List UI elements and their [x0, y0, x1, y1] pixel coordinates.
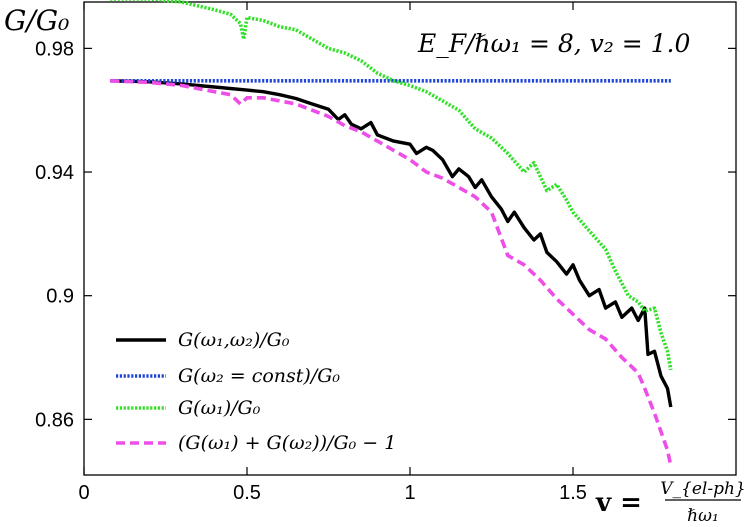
x-axis-label-denominator: ℏω₁ [687, 506, 719, 526]
x-axis-label-prefix: v = [595, 488, 642, 518]
x-tick-label: 1 [404, 482, 415, 504]
y-tick-label: 0.94 [35, 162, 74, 184]
legend-label-3: (G(ω₁) + G(ω₂))/G₀ − 1 [178, 432, 396, 454]
legend-label-1: G(ω₂ = const)/G₀ [178, 365, 340, 387]
y-tick-label: 0.98 [35, 38, 74, 60]
annotation: E_F/ℏω₁ = 8, v₂ = 1.0 [417, 29, 691, 58]
legend-label-2: G(ω₁)/G₀ [178, 397, 261, 419]
series-line-2 [110, 0, 673, 371]
x-tick-label: 0.5 [233, 482, 261, 504]
series-group [110, 0, 673, 467]
y-tick-label: 0.9 [46, 286, 74, 308]
series-line-0 [110, 79, 673, 408]
x-axis-label: v = V_{el-ph} ℏω₁ [595, 479, 746, 526]
tick-group: 0 0.5 1 1.5 0.86 0.9 0.94 0.98 [35, 2, 736, 504]
legend: G(ω₁,ω₂)/G₀ G(ω₂ = const)/G₀ G(ω₁)/G₀ (G(ω₁… [116, 329, 396, 454]
x-axis-label-numerator: V_{el-ph} [660, 479, 745, 499]
y-tick-label: 0.86 [35, 409, 74, 431]
x-tick-label: 1.5 [559, 482, 587, 504]
series-line-3 [110, 79, 673, 467]
x-tick-label: 0 [78, 482, 89, 504]
legend-label-0: G(ω₁,ω₂)/G₀ [178, 329, 290, 351]
y-axis-label: G/G₀ [4, 4, 69, 37]
